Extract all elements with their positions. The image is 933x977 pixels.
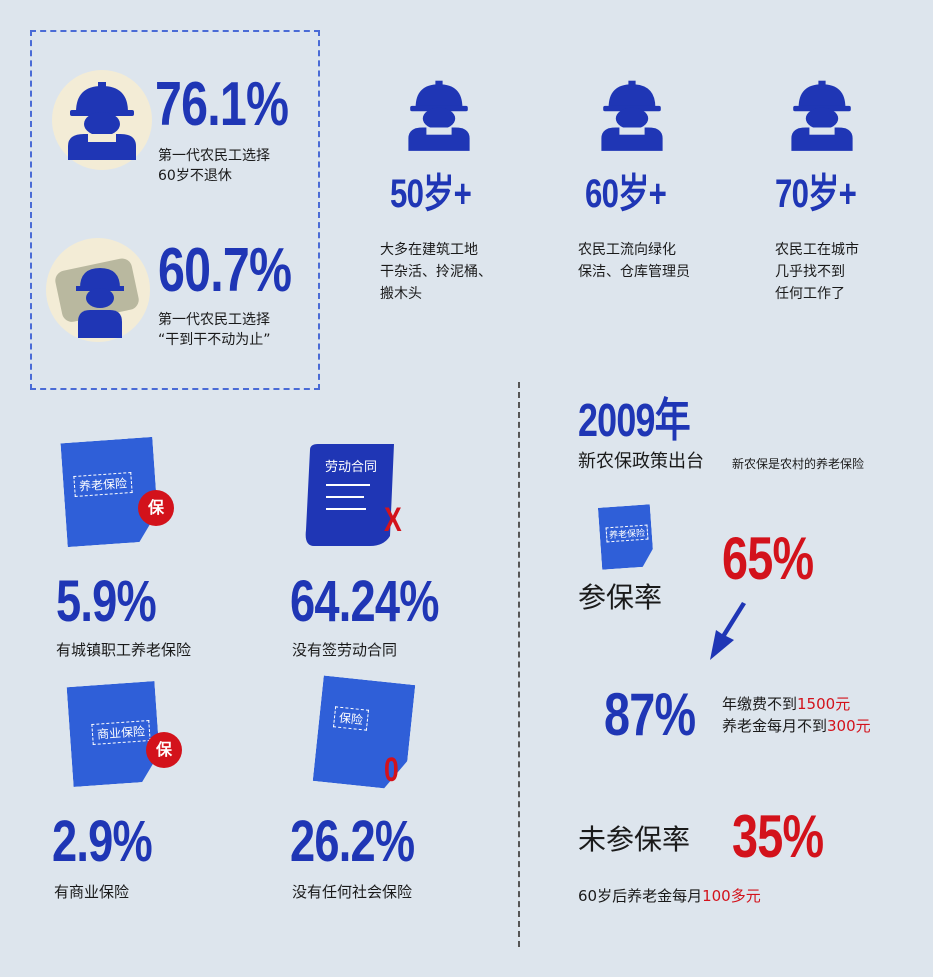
footer-note: 60岁后养老金每月100多元	[578, 886, 761, 906]
stat-caption: 第一代农民工选择	[158, 148, 270, 164]
stat-value: 60.7%	[158, 236, 292, 305]
divider	[518, 382, 520, 947]
worker-helmet-icon	[791, 80, 853, 151]
age-caption: 大多在建筑工地	[380, 242, 478, 258]
age-caption: 干杂活、拎泥桶、	[380, 264, 492, 280]
insurance-value: 2.9%	[52, 809, 153, 874]
fee-note: 年缴费不到1500元	[722, 694, 850, 714]
document-tag: 养老保险	[605, 524, 649, 543]
footer-note-text: 60岁后养老金每月	[578, 887, 703, 905]
resting-worker-icon	[55, 258, 139, 338]
stat-value: 76.1%	[155, 70, 289, 139]
insurance-caption: 没有任何社会保险	[292, 883, 413, 901]
document-tag: 保险	[332, 706, 370, 731]
zero-mark: 0	[384, 751, 399, 789]
policy-subtitle: 新农保政策出台	[578, 451, 704, 472]
age-caption: 任何工作了	[775, 286, 845, 302]
arrow-down-left-icon	[710, 602, 746, 660]
document-tag: 养老保险	[73, 472, 133, 497]
insurance-caption: 没有签劳动合同	[292, 641, 398, 659]
shield-badge: 保	[146, 732, 182, 768]
contract-label: 劳动合同	[325, 460, 378, 475]
unrate-label: 未参保率	[578, 823, 691, 856]
age-label: 60岁+	[585, 172, 667, 216]
worker-helmet-icon	[408, 80, 470, 151]
contract-scroll-icon	[305, 444, 394, 546]
pension-note: 养老金每月不到300元	[722, 716, 871, 736]
stat-caption: 60岁不退休	[158, 168, 232, 184]
document-tag: 商业保险	[91, 720, 151, 745]
age-caption: 农民工流向绿化	[578, 242, 676, 258]
year-title: 2009年	[578, 394, 691, 446]
unrate-value: 35%	[732, 803, 824, 870]
insurance-value: 26.2%	[290, 809, 415, 874]
fee-note-amount: 1500元	[797, 695, 851, 713]
highlight-box	[30, 30, 320, 390]
insurance-value: 64.24%	[290, 569, 440, 634]
document-icon	[313, 675, 416, 790]
age-caption: 搬木头	[380, 286, 422, 302]
footer-note-amount: 100多元	[702, 887, 761, 905]
pension-note-text: 养老金每月不到	[722, 717, 828, 735]
policy-note: 新农保是农村的养老保险	[732, 457, 865, 471]
stat-caption: 第一代农民工选择	[158, 312, 270, 328]
fee-note-text: 年缴费不到	[722, 695, 798, 713]
rate2-value: 87%	[604, 681, 696, 748]
age-label: 70岁+	[775, 172, 857, 216]
insurance-caption: 有商业保险	[54, 883, 130, 901]
age-label: 50岁+	[390, 172, 472, 216]
age-caption: 农民工在城市	[775, 242, 859, 258]
insurance-caption: 有城镇职工养老保险	[56, 641, 192, 659]
worker-helmet-icon	[601, 80, 663, 151]
worker-helmet-icon	[68, 82, 136, 160]
rate-value: 65%	[722, 525, 814, 592]
shield-badge: 保	[138, 490, 174, 526]
rate-label: 参保率	[578, 581, 663, 614]
reject-mark: X	[384, 501, 402, 539]
pension-note-amount: 300元	[827, 717, 871, 735]
stat-caption: “干到干不动为止”	[158, 332, 271, 348]
age-caption: 几乎找不到	[775, 264, 845, 280]
age-caption: 保洁、仓库管理员	[578, 264, 690, 280]
insurance-value: 5.9%	[56, 569, 157, 634]
